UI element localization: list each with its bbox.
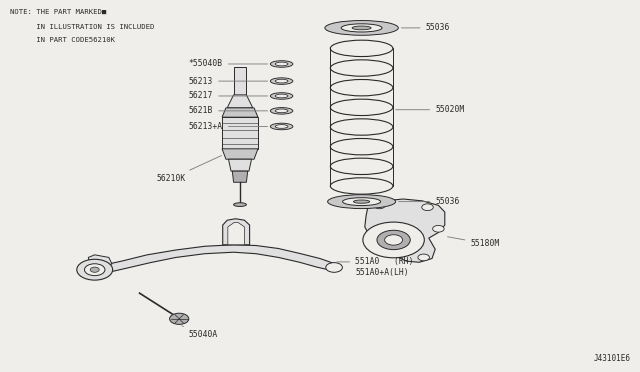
Text: 56210K: 56210K: [157, 155, 221, 183]
Polygon shape: [88, 255, 112, 266]
Ellipse shape: [275, 62, 288, 66]
Ellipse shape: [270, 123, 293, 130]
Polygon shape: [232, 171, 248, 182]
Text: IN PART CODE56210K: IN PART CODE56210K: [10, 37, 115, 43]
Circle shape: [433, 225, 444, 232]
Ellipse shape: [352, 26, 371, 30]
Ellipse shape: [270, 108, 293, 114]
Circle shape: [374, 202, 385, 209]
Circle shape: [326, 263, 342, 272]
Ellipse shape: [341, 24, 382, 32]
Circle shape: [377, 230, 410, 250]
Text: 56213: 56213: [189, 77, 268, 86]
Circle shape: [422, 204, 433, 211]
Text: J43101E6: J43101E6: [593, 354, 630, 363]
Ellipse shape: [270, 93, 293, 99]
Circle shape: [90, 267, 99, 272]
Circle shape: [418, 254, 429, 261]
Text: 56213+A: 56213+A: [189, 122, 268, 131]
Circle shape: [363, 222, 424, 258]
Text: 5621B: 5621B: [189, 106, 268, 115]
Text: 551A0   (RH): 551A0 (RH): [337, 257, 413, 266]
Text: 551A0+A(LH): 551A0+A(LH): [355, 268, 409, 277]
Circle shape: [77, 259, 113, 280]
Text: 55036: 55036: [399, 197, 460, 206]
Ellipse shape: [342, 198, 381, 206]
Polygon shape: [228, 159, 252, 171]
Text: IN ILLUSTRATION IS INCLUDED: IN ILLUSTRATION IS INCLUDED: [10, 24, 154, 30]
Ellipse shape: [275, 94, 288, 98]
Text: 55036: 55036: [401, 23, 450, 32]
Polygon shape: [99, 245, 336, 273]
Text: 55020M: 55020M: [396, 105, 465, 114]
Ellipse shape: [328, 195, 396, 209]
Polygon shape: [365, 199, 445, 262]
Ellipse shape: [353, 200, 370, 203]
Ellipse shape: [275, 109, 288, 113]
Text: 56217: 56217: [189, 92, 268, 100]
Circle shape: [84, 264, 105, 276]
Text: 55180M: 55180M: [447, 237, 500, 248]
Circle shape: [385, 235, 403, 245]
Polygon shape: [222, 108, 258, 117]
Polygon shape: [223, 219, 250, 245]
Ellipse shape: [275, 79, 288, 83]
Polygon shape: [222, 117, 258, 149]
Ellipse shape: [270, 61, 293, 67]
Circle shape: [170, 313, 189, 324]
Polygon shape: [222, 149, 258, 159]
Text: 55040A: 55040A: [182, 326, 218, 339]
Ellipse shape: [270, 78, 293, 84]
Ellipse shape: [325, 20, 398, 35]
Polygon shape: [234, 67, 246, 95]
Polygon shape: [227, 95, 253, 108]
Text: NOTE: THE PART MARKED■: NOTE: THE PART MARKED■: [10, 9, 106, 15]
Polygon shape: [228, 222, 244, 245]
Ellipse shape: [234, 203, 246, 206]
Ellipse shape: [275, 125, 288, 128]
Text: *55040B: *55040B: [189, 60, 268, 68]
